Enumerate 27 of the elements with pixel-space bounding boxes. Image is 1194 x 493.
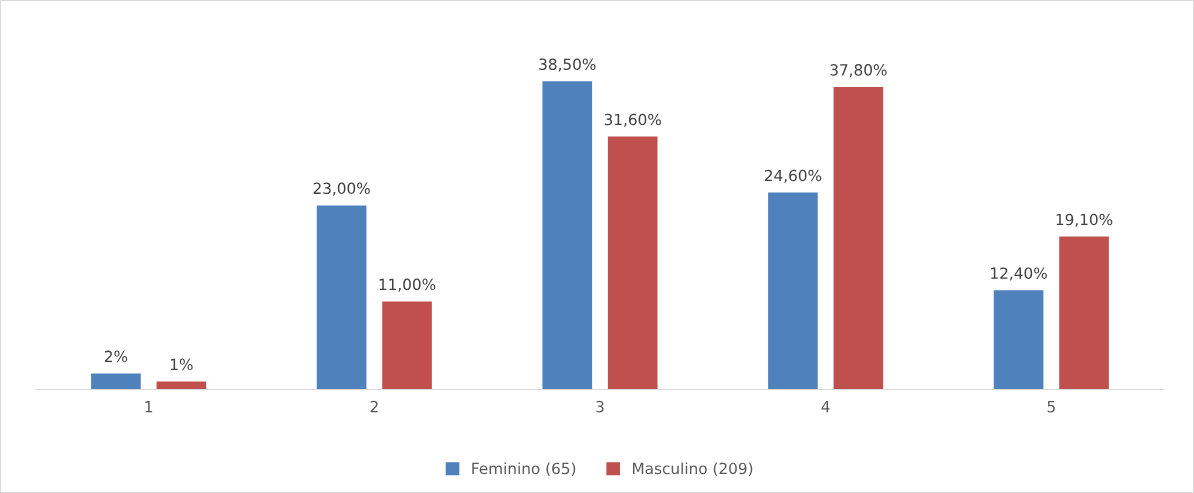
legend-label: Feminino (65) [472,462,576,476]
data-label: 1% [170,358,193,371]
bar [833,86,884,390]
bar [316,205,367,390]
data-label: 2% [104,350,128,363]
bar [542,81,593,390]
x-tick-label: 1 [145,401,153,413]
data-label: 23,00% [313,182,370,196]
data-label: 19,10% [1056,213,1113,227]
x-tick-label: 4 [821,401,830,413]
data-label: 37,80% [830,64,887,78]
x-tick-label: 5 [1047,401,1055,413]
bar [1059,236,1109,390]
bar [768,192,818,390]
data-label: 24,60% [764,169,822,183]
data-label: 12,40% [991,267,1047,281]
legend-label: Masculino (209) [633,462,753,476]
bar [382,301,432,390]
data-label: 11,00% [379,278,436,292]
x-tick-label: 3 [596,400,604,413]
bar [993,290,1044,390]
bar [156,381,207,390]
x-tick-label: 2 [370,400,378,413]
data-label: 31,60% [604,113,661,127]
data-label: 38,50% [539,58,596,72]
bar [91,373,141,390]
bar [607,136,658,390]
